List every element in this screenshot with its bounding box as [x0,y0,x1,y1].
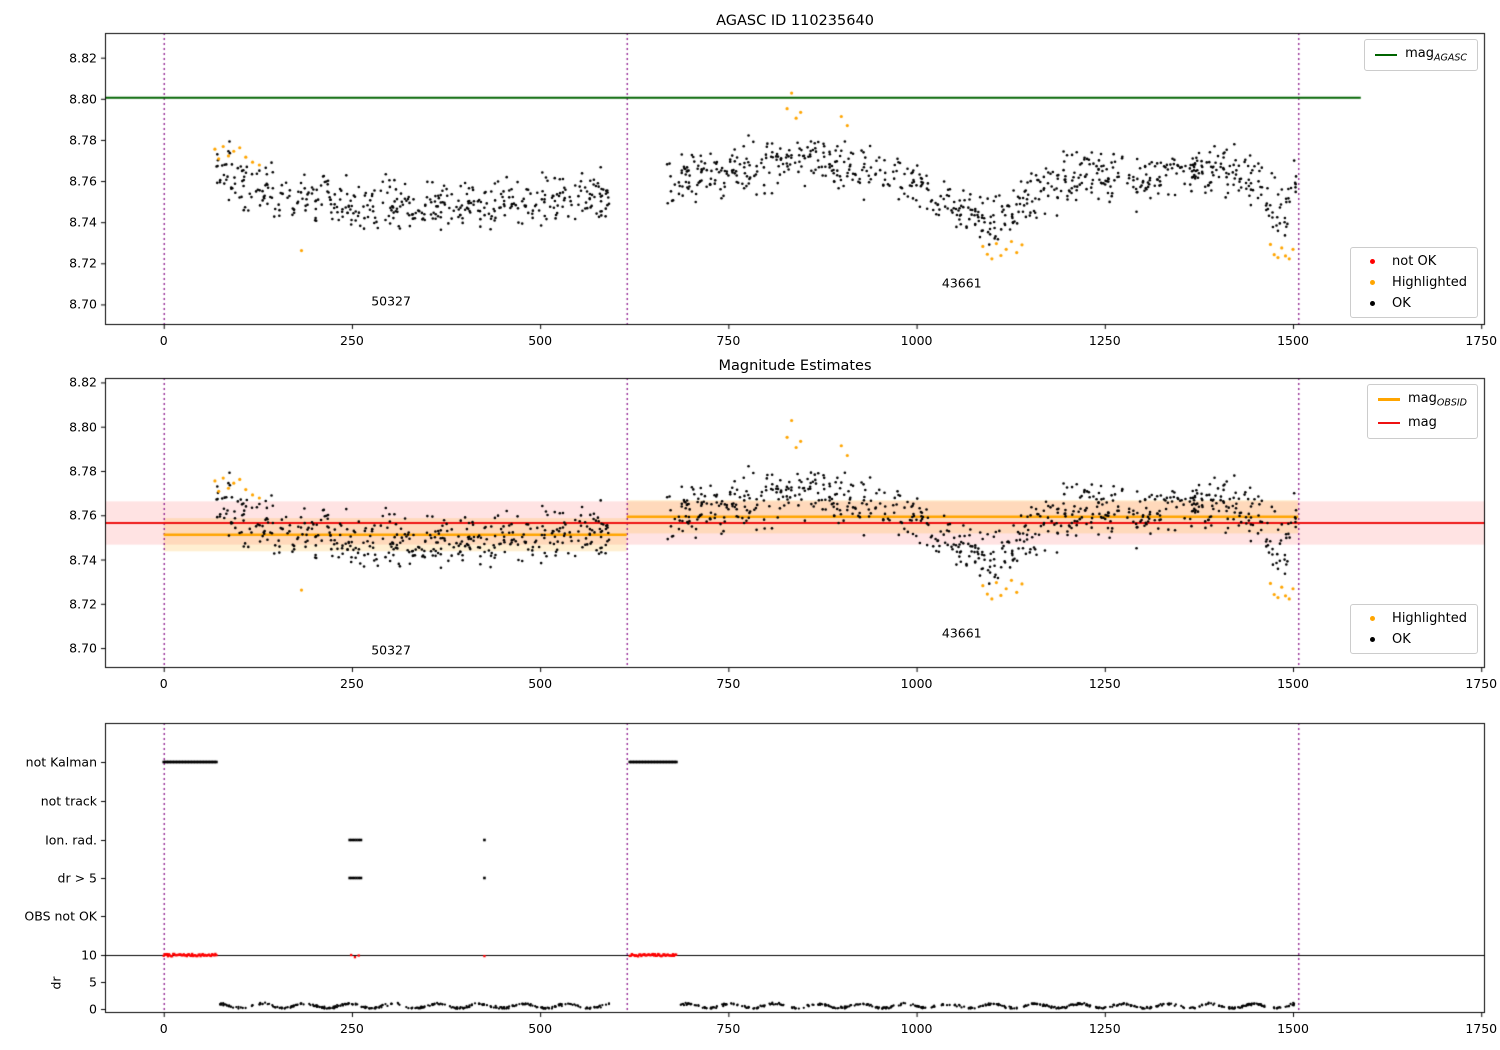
legend-entry-highlighted: Highlighted [1361,275,1467,290]
legend-entry-not-ok: not OK [1361,254,1467,269]
legend-mag-agasc: magAGASC [1364,39,1478,71]
top-plot-title: AGASC ID 110235640 [716,13,874,29]
legend-label-mag-agasc: magAGASC [1405,46,1467,64]
ok-marker-swatch [1370,637,1376,642]
mag-obsid-line-swatch [1377,398,1400,402]
legend-middle-markers: Highlighted OK [1350,604,1478,654]
middle-plot-title: Magnitude Estimates [718,358,872,374]
legend-label-ok: OK [1392,296,1411,311]
legend-label-mag: mag [1407,414,1437,430]
legend-label-highlighted: Highlighted [1392,275,1467,290]
legend-label-mag-obsid: magOBSID [1407,391,1467,409]
mag-agasc-line-swatch [1375,53,1398,56]
highlighted-marker-swatch [1370,280,1376,285]
legend-label-highlighted: Highlighted [1392,611,1467,626]
legend-top-markers: not OK Highlighted OK [1350,247,1478,318]
legend-entry-mag-agasc: magAGASC [1375,46,1467,64]
mag-line-swatch [1377,422,1400,425]
legend-label-ok: OK [1392,632,1411,647]
dr-axis-label: dr [48,976,64,990]
legend-entry-mag: mag [1377,414,1467,433]
legend-entry-highlighted: Highlighted [1361,611,1467,626]
legend-entry-ok: OK [1361,296,1467,311]
not-ok-marker-swatch [1370,259,1376,264]
legend-entry-mag-obsid: magOBSID [1377,391,1467,409]
highlighted-marker-swatch [1370,616,1376,621]
ok-marker-swatch [1370,301,1376,306]
legend-mag-lines: magOBSID mag [1366,384,1478,440]
legend-entry-ok: OK [1361,632,1467,647]
legend-label-not-ok: not OK [1392,254,1437,269]
